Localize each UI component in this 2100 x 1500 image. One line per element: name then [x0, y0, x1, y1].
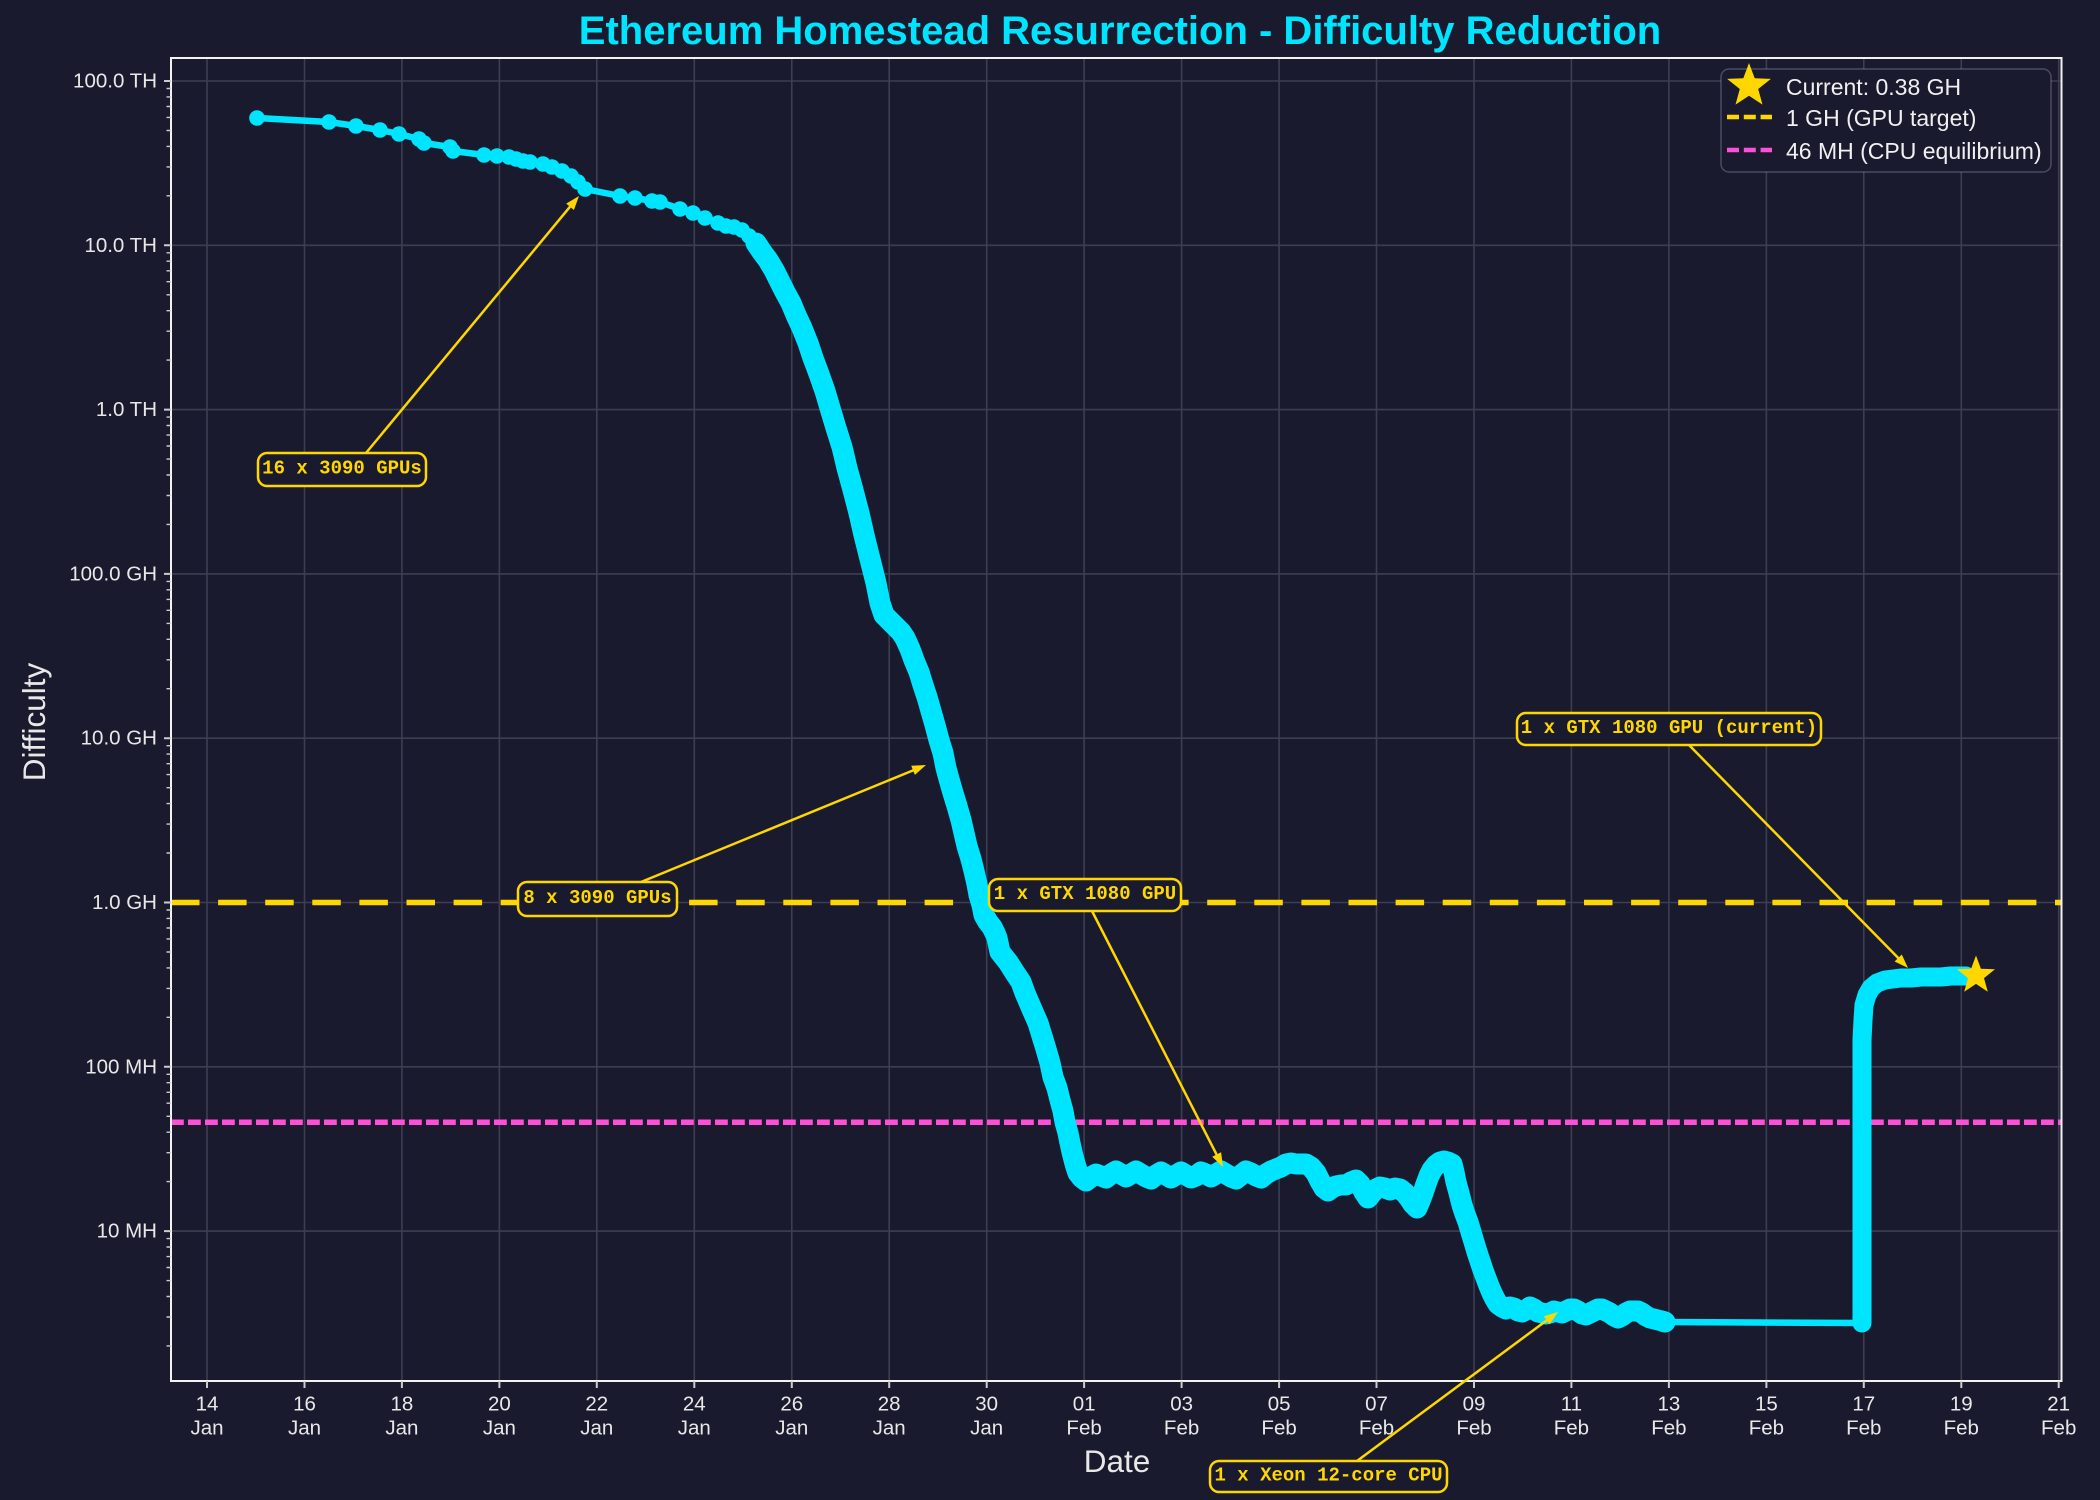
svg-text:30: 30 [975, 1393, 998, 1416]
svg-text:Current: 0.38 GH: Current: 0.38 GH [1786, 74, 1961, 100]
svg-text:Jan: Jan [483, 1417, 516, 1440]
svg-text:28: 28 [878, 1393, 901, 1416]
svg-text:09: 09 [1463, 1393, 1486, 1416]
svg-text:100.0 TH: 100.0 TH [73, 70, 157, 93]
svg-text:Feb: Feb [2041, 1417, 2076, 1440]
svg-text:05: 05 [1268, 1393, 1291, 1416]
svg-text:26: 26 [780, 1393, 803, 1416]
svg-text:10.0 TH: 10.0 TH [84, 234, 157, 257]
svg-text:100 MH: 100 MH [85, 1055, 157, 1078]
svg-text:13: 13 [1657, 1393, 1680, 1416]
svg-text:Jan: Jan [775, 1417, 808, 1440]
svg-text:Feb: Feb [1456, 1417, 1491, 1440]
svg-text:10 MH: 10 MH [97, 1220, 157, 1243]
svg-text:Jan: Jan [873, 1417, 906, 1440]
svg-text:1 x GTX 1080 GPU (current): 1 x GTX 1080 GPU (current) [1521, 717, 1817, 739]
svg-text:1 GH (GPU target): 1 GH (GPU target) [1786, 105, 1976, 131]
svg-text:Feb: Feb [1749, 1417, 1784, 1440]
svg-text:17: 17 [1852, 1393, 1875, 1416]
svg-text:03: 03 [1170, 1393, 1193, 1416]
svg-text:18: 18 [390, 1393, 413, 1416]
svg-text:19: 19 [1950, 1393, 1973, 1416]
svg-text:8 x 3090 GPUs: 8 x 3090 GPUs [523, 887, 671, 909]
svg-text:Feb: Feb [1554, 1417, 1589, 1440]
svg-text:1 x GTX 1080 GPU: 1 x GTX 1080 GPU [994, 883, 1176, 905]
svg-text:Difficulty: Difficulty [16, 663, 52, 782]
svg-text:100.0 GH: 100.0 GH [69, 562, 157, 585]
svg-text:11: 11 [1561, 1393, 1582, 1416]
svg-text:1.0 TH: 1.0 TH [96, 398, 157, 421]
svg-text:Date: Date [1084, 1443, 1151, 1479]
svg-text:01: 01 [1073, 1393, 1096, 1416]
svg-text:16: 16 [293, 1393, 316, 1416]
svg-text:Jan: Jan [970, 1417, 1003, 1440]
svg-text:21: 21 [2047, 1393, 2070, 1416]
svg-text:Feb: Feb [1944, 1417, 1979, 1440]
svg-text:Jan: Jan [678, 1417, 711, 1440]
svg-text:Feb: Feb [1846, 1417, 1881, 1440]
svg-text:Feb: Feb [1066, 1417, 1101, 1440]
svg-text:Jan: Jan [580, 1417, 613, 1440]
svg-text:46 MH (CPU equilibrium): 46 MH (CPU equilibrium) [1786, 138, 2042, 164]
svg-text:Jan: Jan [385, 1417, 418, 1440]
svg-text:1 x Xeon 12-core CPU: 1 x Xeon 12-core CPU [1214, 1465, 1442, 1487]
svg-text:Jan: Jan [288, 1417, 321, 1440]
svg-text:Feb: Feb [1164, 1417, 1199, 1440]
svg-text:Feb: Feb [1359, 1417, 1394, 1440]
svg-text:16 x 3090 GPUs: 16 x 3090 GPUs [262, 458, 422, 480]
svg-text:14: 14 [196, 1393, 219, 1416]
svg-text:15: 15 [1755, 1393, 1778, 1416]
svg-text:Feb: Feb [1651, 1417, 1686, 1440]
svg-text:20: 20 [488, 1393, 511, 1416]
svg-text:1.0 GH: 1.0 GH [92, 891, 157, 914]
svg-text:22: 22 [585, 1393, 608, 1416]
svg-text:10.0 GH: 10.0 GH [81, 727, 157, 750]
svg-text:Ethereum Homestead Resurrectio: Ethereum Homestead Resurrection - Diffic… [579, 9, 1661, 53]
svg-text:24: 24 [683, 1393, 706, 1416]
svg-text:07: 07 [1365, 1393, 1388, 1416]
svg-text:Feb: Feb [1261, 1417, 1296, 1440]
svg-text:Jan: Jan [190, 1417, 223, 1440]
